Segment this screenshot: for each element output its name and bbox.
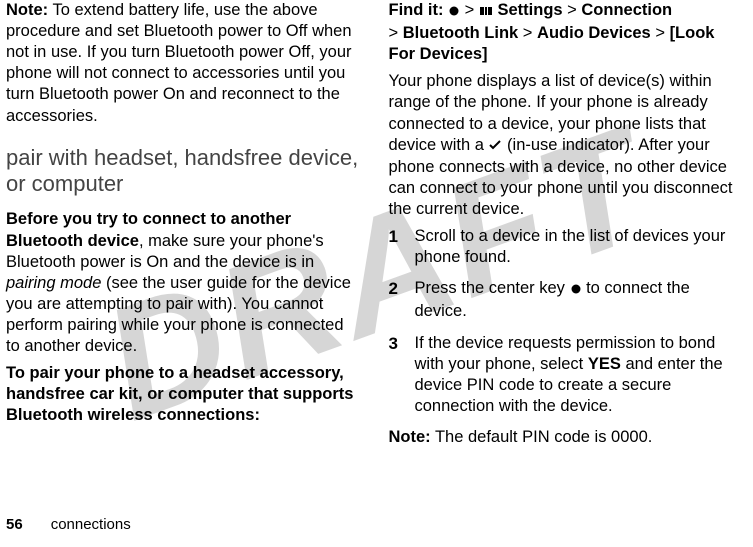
pairing-prep-paragraph: Before you try to connect to another Blu… — [6, 209, 359, 357]
to-pair-paragraph: To pair your phone to a headset accessor… — [6, 363, 359, 426]
step-3: 3 If the device requests permission to b… — [389, 333, 742, 417]
btlink-text: Bluetooth Link — [403, 24, 518, 42]
page-columns: Note: To extend battery life, use the ab… — [0, 0, 753, 454]
off-text-2: Off — [289, 43, 311, 61]
device-list-paragraph: Your phone displays a list of device(s) … — [389, 71, 742, 220]
pairing-mode-text: pairing mode — [6, 274, 101, 292]
center-key-icon-2 — [570, 280, 582, 301]
on-text-2: On — [146, 253, 168, 271]
step-1-num: 1 — [389, 226, 415, 268]
left-column: Note: To extend battery life, use the ab… — [6, 0, 359, 454]
note2-label: Note: — [389, 428, 431, 446]
find-it-line: Find it: > Settings > Connection > Bluet… — [389, 0, 742, 65]
step-1-body: Scroll to a device in the list of device… — [415, 226, 742, 268]
step-3-body: If the device requests permission to bon… — [415, 333, 742, 417]
off-text-1: Off — [286, 22, 308, 40]
step-3-num: 3 — [389, 333, 415, 417]
check-icon — [488, 136, 502, 157]
connection-text: Connection — [581, 1, 672, 19]
step-2-body: Press the center key to connect the devi… — [415, 278, 742, 322]
pin-note: Note: The default PIN code is 0000. — [389, 427, 742, 448]
right-column: Find it: > Settings > Connection > Bluet… — [389, 0, 742, 454]
note-paragraph: Note: To extend battery life, use the ab… — [6, 0, 359, 127]
settings-icon — [479, 2, 493, 23]
page-footer: 56 connections — [6, 516, 131, 533]
settings-text: Settings — [497, 1, 562, 19]
s2a: Press the center key — [415, 279, 570, 297]
footer-section: connections — [51, 516, 131, 533]
audio-text: Audio Devices — [537, 24, 651, 42]
note-label: Note: — [6, 1, 48, 19]
gt2: > — [563, 1, 582, 19]
gt3: > — [389, 24, 403, 42]
step-2-num: 2 — [389, 278, 415, 322]
step-2: 2 Press the center key to connect the de… — [389, 278, 742, 322]
section-heading: pair with headset, handsfree device, or … — [6, 145, 359, 198]
gt5: > — [651, 24, 670, 42]
page-number: 56 — [6, 516, 23, 533]
gt4: > — [518, 24, 537, 42]
p2-c: and the device is in — [168, 253, 314, 271]
yes-text: YES — [588, 355, 621, 373]
on-text-1: On — [163, 85, 185, 103]
note-text-1: To extend battery life, use the above pr… — [6, 1, 318, 40]
gt1: > — [460, 1, 479, 19]
note2-body: The default PIN code is 0000. — [431, 428, 653, 446]
find-it-label: Find it: — [389, 1, 449, 19]
center-key-icon — [448, 2, 460, 23]
step-1: 1 Scroll to a device in the list of devi… — [389, 226, 742, 268]
